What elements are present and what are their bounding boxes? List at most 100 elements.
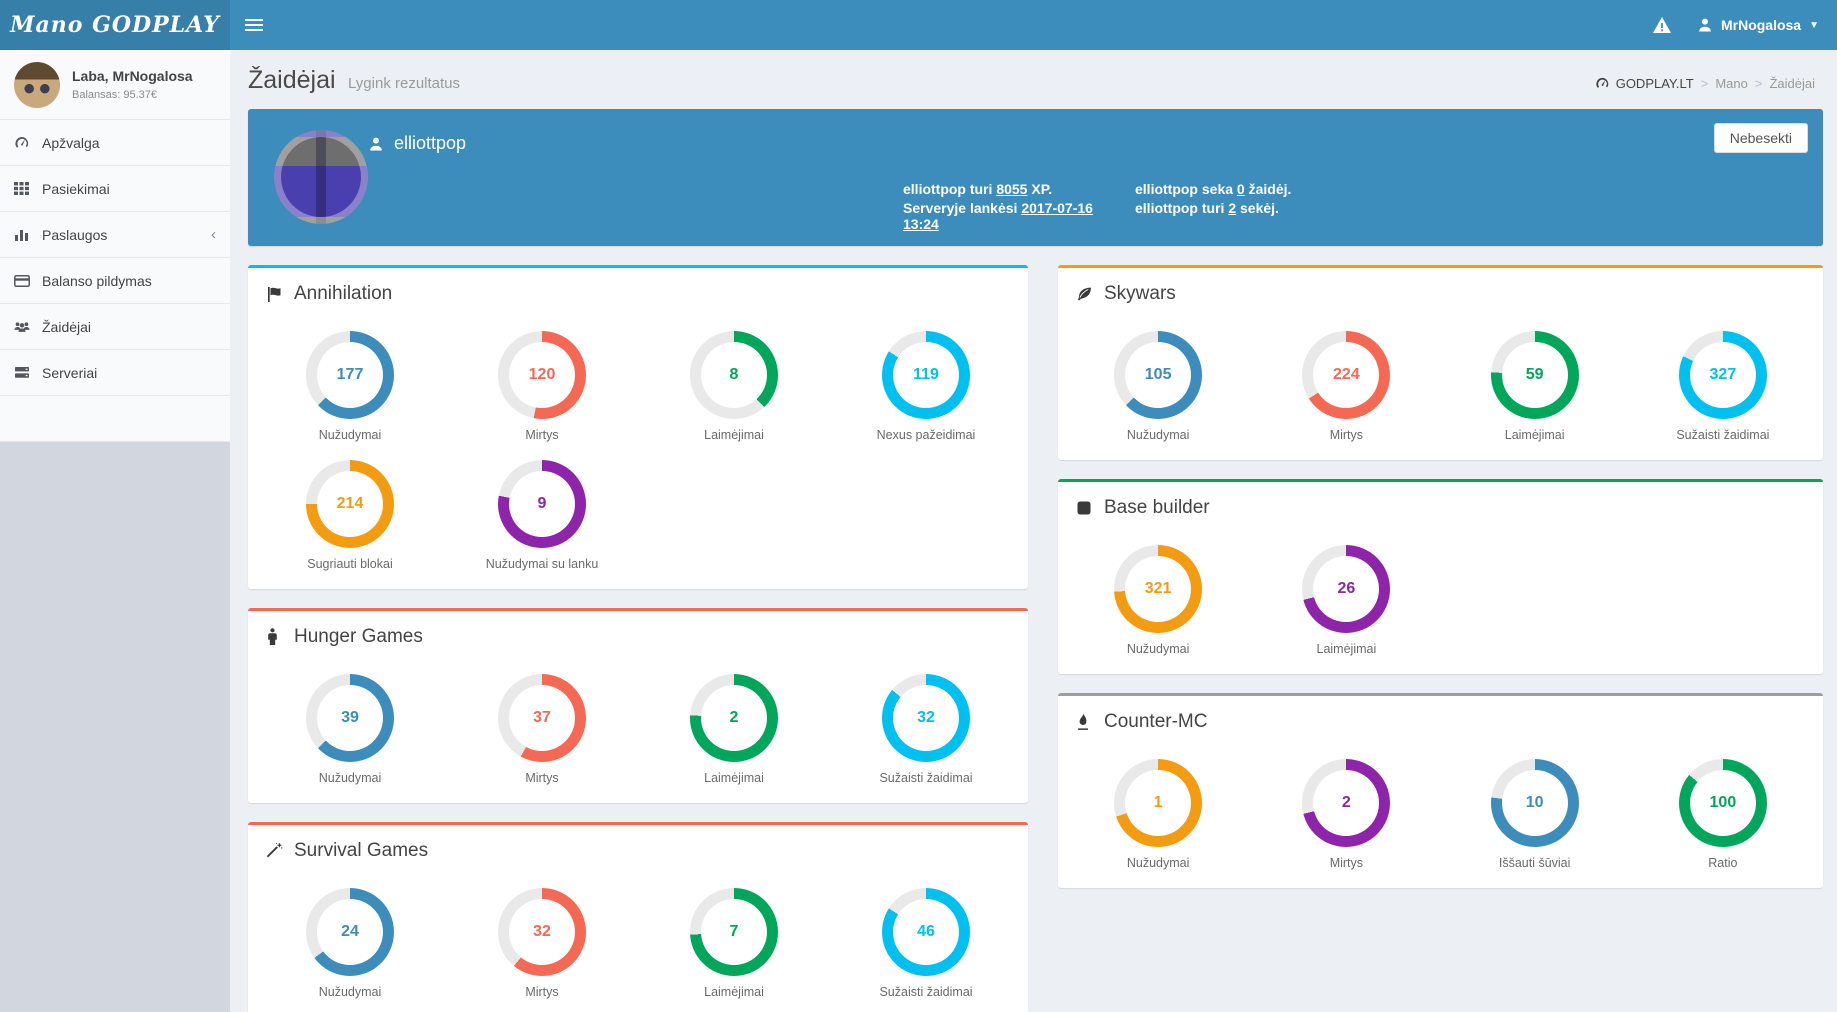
donut-value: 105 xyxy=(1144,366,1172,383)
stat-cell: 119 Nexus pažeidimai xyxy=(830,317,1022,446)
panel-title-text: Hunger Games xyxy=(294,626,423,647)
panel-title: Base builder xyxy=(1058,482,1823,521)
stats-row: 1 Nužudymai 2 Mirtys 10 Iššauti šūviai 100 Rati… xyxy=(1058,735,1823,888)
followers-value-link[interactable]: 2 xyxy=(1228,200,1237,216)
breadcrumb: GODPLAY.LT > Mano > Žaidėjai xyxy=(1595,76,1815,95)
server-icon xyxy=(14,365,30,381)
sidebar-item-label: Balanso pildymas xyxy=(42,272,152,289)
donut-value: 327 xyxy=(1709,366,1737,383)
sidebar-item-serveriai[interactable]: Serveriai xyxy=(0,350,230,396)
stat-line-xp: elliottpop turi 8055 XP. xyxy=(903,181,1053,197)
stat-cell: 26 Laimėjimai xyxy=(1252,531,1440,660)
sidebar-item-pasiekimai[interactable]: Pasiekimai xyxy=(0,166,230,212)
stat-label: Sugriauti blokai xyxy=(307,557,393,571)
donut-value: 177 xyxy=(336,366,364,383)
donut-value: 9 xyxy=(537,495,547,512)
donut-chart: 327 xyxy=(1678,331,1767,419)
panels-left-column: Annihilation 177 Nužudymai 120 Mirtys 8 Laimėj… xyxy=(248,265,1028,1012)
stat-cell: 224 Mirtys xyxy=(1252,317,1440,446)
game-panels: Annihilation 177 Nužudymai 120 Mirtys 8 Laimėj… xyxy=(230,265,1837,1012)
game-panel-annihilation: Annihilation 177 Nužudymai 120 Mirtys 8 Laimėj… xyxy=(248,265,1028,589)
panel-title: Skywars xyxy=(1058,268,1823,307)
unfollow-button[interactable]: Nebesekti xyxy=(1713,123,1808,153)
panel-title: Survival Games xyxy=(248,825,1028,864)
player-stats: elliottpop turi 8055 XP. elliottpop seka… xyxy=(903,181,1291,232)
stat-cell: 9 Nužudymai su lanku xyxy=(446,446,638,575)
donut-hole: 37 xyxy=(509,685,575,751)
sidebar-item-label: Paslaugos xyxy=(42,226,108,243)
stat-cell: 39 Nužudymai xyxy=(254,660,446,789)
breadcrumb-mano-link[interactable]: Mano xyxy=(1715,76,1748,91)
following-value-link[interactable]: 0 xyxy=(1236,181,1245,197)
warning-icon xyxy=(1652,17,1671,33)
breadcrumb-home-link[interactable]: GODPLAY.LT xyxy=(1595,76,1694,91)
user-menu-name: MrNogalosa xyxy=(1720,17,1802,33)
donut-chart: 9 xyxy=(498,460,586,548)
donut-value: 1 xyxy=(1153,794,1163,811)
donut-chart: 177 xyxy=(306,331,394,419)
page-title: Žaidėjai xyxy=(248,66,336,94)
panel-title-text: Counter-MC xyxy=(1104,711,1208,732)
sidebar-item-žaid-jai[interactable]: Žaidėjai xyxy=(0,304,230,350)
stat-cell: 214 Sugriauti blokai xyxy=(254,446,446,575)
panel-title: Annihilation xyxy=(248,268,1028,307)
stat-label: Nužudymai xyxy=(318,771,382,785)
stat-cell: 24 Nužudymai xyxy=(254,874,446,1003)
stats-row: 177 Nužudymai 120 Mirtys 8 Laimėjimai 119 Nexus… xyxy=(248,307,1028,589)
stat-cell: 2 Laimėjimai xyxy=(638,660,830,789)
sidebar-item-balanso-pildymas[interactable]: Balanso pildymas xyxy=(0,258,230,304)
stat-line-following: elliottpop seka 0 žaidėj. xyxy=(1135,181,1292,197)
donut-chart: 321 xyxy=(1114,545,1203,633)
sidebar-item-paslaugos[interactable]: Paslaugos ‹ xyxy=(0,212,230,258)
dashboard-icon xyxy=(1595,76,1610,91)
stat-cell: 120 Mirtys xyxy=(446,317,638,446)
donut-value: 59 xyxy=(1525,366,1544,383)
donut-value: 46 xyxy=(917,923,935,940)
stat-cell: 10 Iššauti šūviai xyxy=(1441,745,1629,874)
lastseen-value-link[interactable]: 2017-07-16 13:24 xyxy=(903,200,1093,232)
xp-value-link[interactable]: 8055 xyxy=(996,181,1028,197)
stats-row: 105 Nužudymai 224 Mirtys 59 Laimėjimai 327 Suža… xyxy=(1058,307,1823,460)
sidebar-user-panel: Laba, MrNogalosa Balansas: 95.37€ xyxy=(0,50,230,120)
stat-cell: 2 Mirtys xyxy=(1252,745,1440,874)
stat-label: Mirtys xyxy=(525,985,559,999)
donut-hole: 32 xyxy=(509,899,575,965)
game-panel-skywars: Skywars 105 Nužudymai 224 Mirtys 59 Laimėjimai… xyxy=(1058,265,1823,460)
panel-title-text: Base builder xyxy=(1104,497,1210,518)
donut-value: 32 xyxy=(917,709,935,726)
tachometer-icon xyxy=(14,135,30,151)
sidebar-item-label: Žaidėjai xyxy=(42,318,92,335)
stat-label: Mirtys xyxy=(1329,856,1364,870)
donut-hole: 24 xyxy=(317,899,383,965)
donut-hole: 321 xyxy=(1125,556,1192,622)
donut-value: 321 xyxy=(1144,580,1172,597)
notifications-button[interactable] xyxy=(1637,0,1687,50)
donut-hole: 8 xyxy=(701,342,767,408)
sidebar-item-apžvalga[interactable]: Apžvalga xyxy=(0,120,230,166)
sidebar-toggle-button[interactable] xyxy=(230,0,278,50)
donut-hole: 224 xyxy=(1313,342,1380,408)
stats-row: 321 Nužudymai 26 Laimėjimai xyxy=(1058,521,1823,674)
square-icon xyxy=(1076,500,1093,517)
stat-label: Mirtys xyxy=(1329,428,1364,442)
app-logo[interactable]: Mano GODPLAY xyxy=(0,0,230,50)
donut-value: 100 xyxy=(1709,794,1737,811)
user-menu[interactable]: MrNogalosa ▼ xyxy=(1687,0,1837,50)
stat-label: Laimėjimai xyxy=(704,985,764,999)
stats-row: 24 Nužudymai 32 Mirtys 7 Laimėjimai 46 Sužaisti… xyxy=(248,864,1028,1012)
top-navbar: Mano GODPLAY MrNogalosa ▼ xyxy=(0,0,1837,50)
stat-label: Iššauti šūviai xyxy=(1498,856,1571,870)
donut-value: 37 xyxy=(533,709,551,726)
content-header: Žaidėjai Lygink rezultatus GODPLAY.LT > … xyxy=(230,50,1837,105)
donut-hole: 119 xyxy=(893,342,959,408)
donut-value: 2 xyxy=(729,709,739,726)
flame-icon xyxy=(1076,713,1093,731)
donut-hole: 59 xyxy=(1501,342,1568,408)
panel-title: Hunger Games xyxy=(248,611,1028,650)
donut-chart: 32 xyxy=(498,888,586,976)
donut-value: 214 xyxy=(336,495,364,512)
game-panel-base-builder: Base builder 321 Nužudymai 26 Laimėjimai xyxy=(1058,479,1823,674)
stat-cell: 100 Ratio xyxy=(1629,745,1817,874)
donut-chart: 24 xyxy=(306,888,394,976)
donut-value: 26 xyxy=(1337,580,1356,597)
